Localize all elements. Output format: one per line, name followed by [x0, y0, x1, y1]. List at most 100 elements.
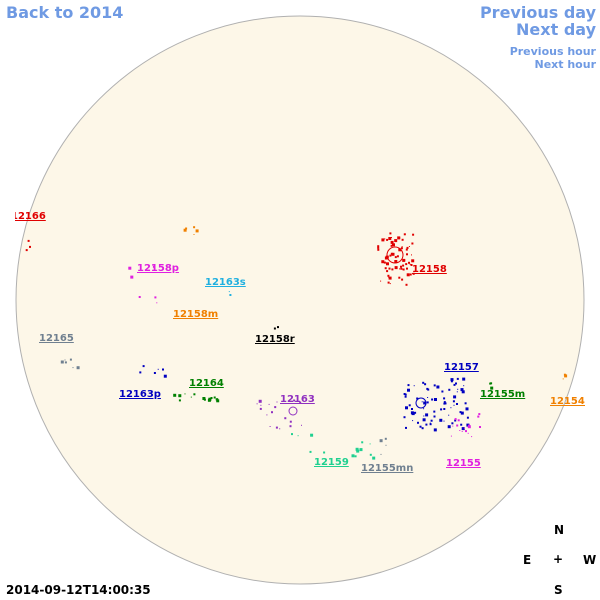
sunspot-mark: [258, 399, 262, 403]
sunspot-mark: [453, 383, 456, 386]
region-label-12163p[interactable]: 12163p: [119, 389, 161, 400]
region-label-12157[interactable]: 12157: [444, 362, 479, 373]
sunspot-mark: [277, 326, 279, 329]
sunspot-mark: [377, 248, 380, 251]
sunspot-mark: [403, 416, 406, 419]
sunspot-mark: [404, 393, 407, 396]
region-label-12158r[interactable]: 12158r: [255, 334, 295, 345]
sunspot-mark: [412, 420, 414, 422]
sunspot-mark: [406, 246, 409, 249]
sunspot-mark: [404, 395, 407, 398]
sunspot-mark: [72, 367, 74, 369]
sunspot-mark: [405, 248, 408, 251]
sunspot-mark: [387, 281, 390, 284]
region-label-12155mn[interactable]: 12155mn: [361, 463, 413, 474]
sunspot-mark: [407, 388, 410, 392]
sunspot-mark: [564, 374, 568, 378]
sunspot-mark: [423, 408, 425, 410]
region-label-12165[interactable]: 12165: [39, 333, 74, 344]
sunspot-mark: [163, 374, 167, 378]
sunspot-mark: [183, 228, 187, 232]
sunspot-mark: [173, 393, 177, 397]
previous-hour-link[interactable]: Previous hour: [509, 45, 596, 58]
sunspot-mark: [399, 268, 401, 270]
region-label-12155[interactable]: 12155: [446, 458, 481, 469]
sunspot-mark: [297, 435, 299, 437]
sunspot-umbra: [288, 406, 298, 416]
sunspot-mark: [216, 399, 220, 403]
sunspot-mark: [425, 423, 428, 426]
sunspot-mark: [414, 411, 417, 414]
sunspot-mark: [460, 411, 464, 415]
sunspot-mark: [274, 406, 277, 409]
sunspot-mark: [400, 267, 403, 270]
sunspot-mark: [403, 233, 406, 236]
sunspot-mark: [411, 412, 415, 416]
sunspot-mark: [440, 408, 443, 411]
sunspot-mark: [394, 256, 397, 259]
sunspot-mark: [422, 381, 425, 384]
region-label-12158m[interactable]: 12158m: [173, 309, 218, 320]
sunspot-mark: [398, 276, 401, 279]
sunspot-mark: [389, 283, 391, 285]
sunspot-mark: [433, 428, 437, 432]
region-labels: 12166 12158p 12163s 12158m 12158 12165 12158r 1…: [15, 211, 585, 474]
region-label-12158[interactable]: 12158: [412, 264, 447, 275]
sunspot-mark: [361, 441, 364, 444]
sunspot-mark: [405, 406, 408, 410]
sunspot-mark: [139, 371, 142, 374]
sunspot-mark: [467, 425, 471, 429]
sunspot-mark: [394, 239, 398, 243]
sunspot-mark: [354, 455, 357, 458]
sunspot-mark: [193, 226, 196, 229]
sunspot-mark: [379, 439, 383, 443]
region-label-12159[interactable]: 12159: [314, 457, 349, 468]
region-label-12164[interactable]: 12164: [189, 378, 224, 389]
sunspot-mark: [291, 433, 293, 436]
region-label-12155m[interactable]: 12155m: [480, 389, 525, 400]
sunspot-mark: [156, 302, 158, 304]
sunspot-mark: [289, 420, 292, 423]
sunspot-mark: [443, 401, 446, 404]
region-label-12158p[interactable]: 12158p: [137, 263, 179, 274]
next-day-link[interactable]: Next day: [516, 20, 596, 39]
sunspot-mark: [359, 448, 363, 452]
sunspot-mark: [460, 388, 464, 392]
sunspot-mark: [424, 383, 427, 386]
sunspot-mark: [447, 425, 451, 429]
sunspot-mark: [411, 259, 415, 263]
sunspot-mark: [466, 423, 470, 427]
sunspot-mark: [392, 243, 395, 247]
sunspot-mark: [299, 401, 302, 404]
sunspot-mark: [409, 273, 412, 276]
sunspot-mark: [228, 291, 230, 293]
region-label-12163[interactable]: 12163: [280, 394, 315, 405]
sunspot-mark: [193, 393, 196, 396]
spot-group-12164: [173, 393, 220, 403]
compass-north: N: [554, 523, 565, 537]
previous-day-link[interactable]: Previous day: [479, 3, 596, 22]
next-hour-link[interactable]: Next hour: [534, 58, 597, 71]
sunspot-mark: [456, 403, 458, 405]
region-label-12163s[interactable]: 12163s: [205, 277, 246, 288]
sunspot-mark: [443, 408, 446, 410]
sunspot-mark: [403, 393, 406, 395]
region-label-12154n[interactable]: 12154n: [550, 396, 585, 407]
region-label-12166[interactable]: 12166: [15, 211, 46, 222]
spot-group-12158p: [128, 265, 158, 304]
compass-center: +: [553, 552, 564, 566]
sunspot-mark: [401, 246, 403, 248]
sunspot-mark: [193, 234, 195, 235]
sunspot-mark: [463, 427, 465, 429]
spot-group-12158m: [183, 226, 199, 235]
sunspot-mark: [391, 237, 392, 238]
sunspot-mark: [444, 402, 447, 405]
sunspot-mark: [284, 417, 287, 420]
solar-disk: [15, 15, 585, 585]
sunspot-mark: [397, 236, 401, 240]
sunspot-mark: [452, 400, 455, 403]
sunspot-mark: [275, 426, 278, 429]
sunspot-mark: [405, 263, 408, 266]
back-to-year-link[interactable]: Back to 2014: [6, 3, 124, 22]
spot-group-12165: [60, 358, 80, 370]
